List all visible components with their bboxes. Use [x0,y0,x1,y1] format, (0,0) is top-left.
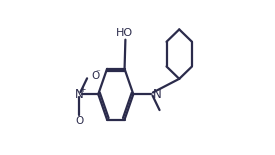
Text: ⁻: ⁻ [96,68,100,77]
Text: O: O [75,116,83,126]
Text: HO: HO [116,28,133,38]
Text: N: N [75,88,83,101]
Text: +: + [79,85,86,94]
Text: O: O [91,71,100,81]
Text: N: N [153,88,161,101]
